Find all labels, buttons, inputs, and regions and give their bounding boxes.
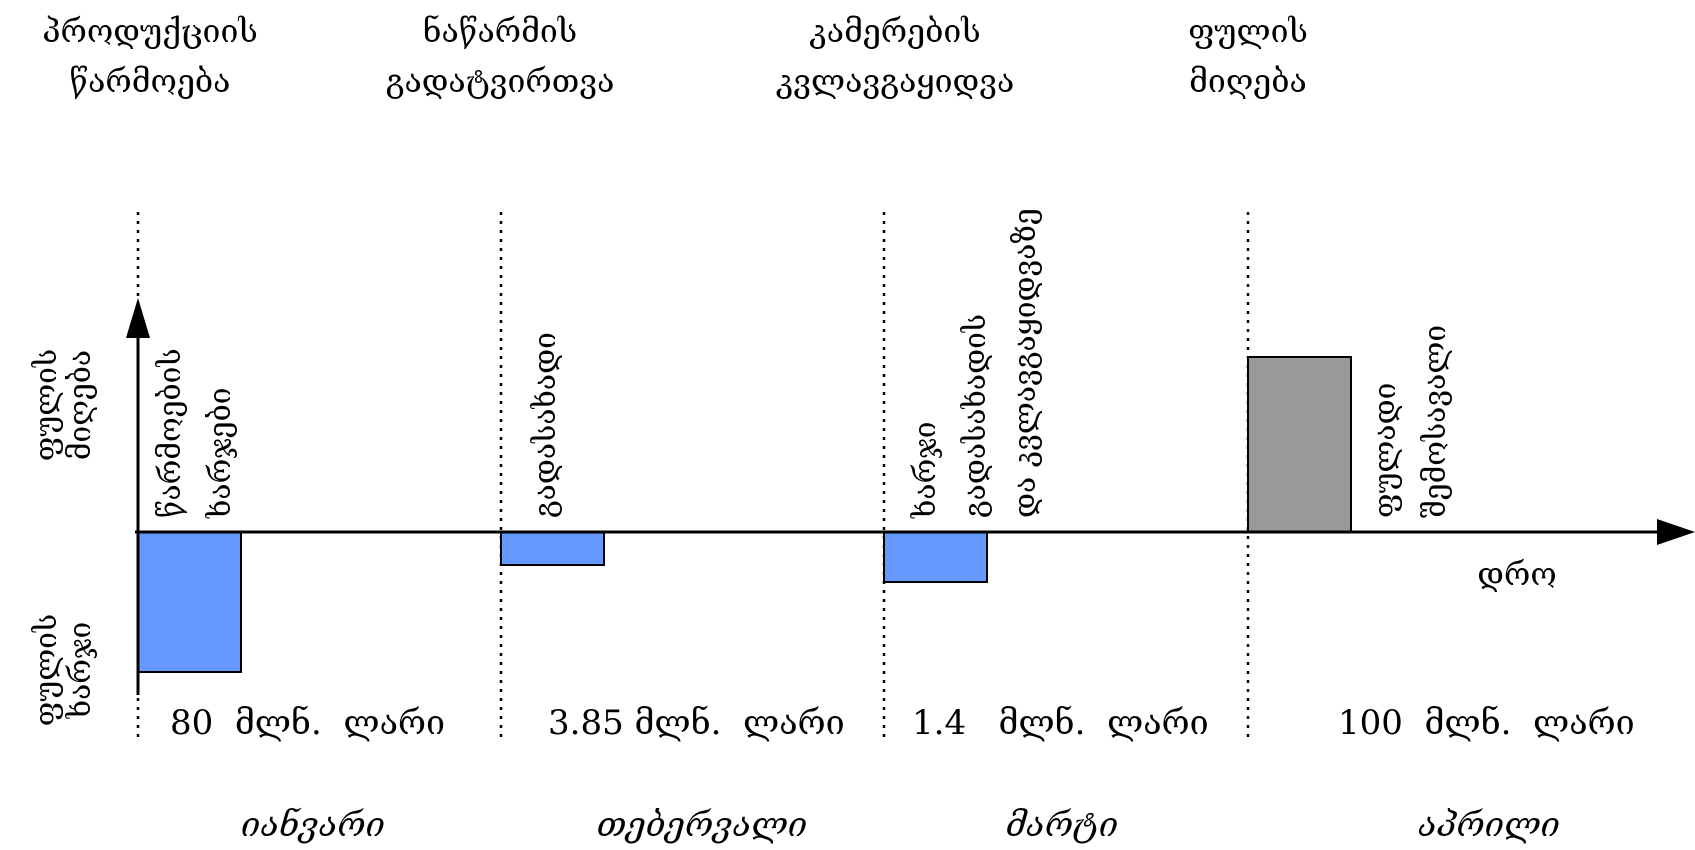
amount-layer: 80 მლნ. ლარი 3.85 მლნ. ლარი 1.4 მლნ. ლარი 1… — [170, 703, 1635, 743]
header-1-line-1: პროდუქციის — [42, 12, 258, 50]
header-4-line-1: ფულის — [1188, 12, 1308, 50]
y-axis-arrow — [126, 298, 150, 338]
y-label-lower-line-2: ხარჯი — [63, 622, 98, 720]
amount-label-1: 80 მლნ. ლარი — [170, 703, 445, 743]
header-1-line-2: წარმოება — [70, 62, 231, 100]
x-axis-arrow — [1657, 519, 1695, 545]
bar-აპრილი — [1247, 356, 1352, 533]
header-3-line-2: კვლავგაყიდვა — [776, 62, 1015, 100]
bar-label-3-line-3: და კვლავგაყიდვაზე — [1008, 208, 1043, 518]
y-label-upper-line-2: მიღება — [63, 350, 98, 460]
month-label-2: თებერვალი — [597, 805, 807, 845]
bar-label-3-line-2: გადასახადის — [958, 314, 993, 518]
bar-label-2-line-1: გადასახადი — [528, 332, 563, 518]
header-2-line-2: გადატვირთვა — [386, 62, 615, 100]
amount-label-2: 3.85 მლნ. ლარი — [548, 703, 845, 743]
month-label-3: მარტი — [1006, 805, 1118, 845]
amount-label-3: 1.4 მლნ. ლარი — [912, 703, 1209, 743]
bar-label-1-line-2: ხარჯები — [203, 387, 238, 519]
divider-layer — [136, 212, 1250, 738]
header-3-line-1: კამერების — [809, 12, 980, 50]
bar-label-1-line-1: წარმოების — [153, 348, 188, 518]
bar-იანვარი — [137, 531, 242, 673]
bar-label-layer: წარმოების ხარჯები გადასახადი ხარჯი გადასახად… — [153, 208, 1453, 519]
header-4-line-2: მიღება — [1189, 62, 1307, 100]
month-layer: იანვარი თებერვალი მარტი აპრილი — [241, 805, 1560, 845]
bar-თებერვალი — [500, 531, 605, 566]
y-label-lower-line-1: ფულის — [29, 614, 64, 726]
header-layer: პროდუქციის წარმოება ნაწარმის გადატვირთვა კამ… — [42, 12, 1308, 100]
amount-label-4: 100 მლნ. ლარი — [1338, 703, 1635, 743]
bar-label-3-line-1: ხარჯი — [908, 421, 943, 519]
month-label-1: იანვარი — [241, 805, 385, 845]
month-label-4: აპრილი — [1418, 805, 1560, 845]
y-axis-labels: ფულის მიღება ფულის ხარჯი — [29, 349, 98, 726]
bar-label-4-line-2: შემოსავალი — [1418, 325, 1453, 518]
bar-layer — [137, 356, 1352, 673]
x-axis-label: დრო — [1477, 555, 1556, 593]
axes: დრო — [126, 298, 1695, 695]
bar-მარტი — [883, 531, 988, 583]
bar-label-4-line-1: ფულადი — [1368, 383, 1403, 518]
y-label-upper-line-1: ფულის — [29, 349, 64, 461]
header-2-line-1: ნაწარმის — [423, 12, 577, 50]
